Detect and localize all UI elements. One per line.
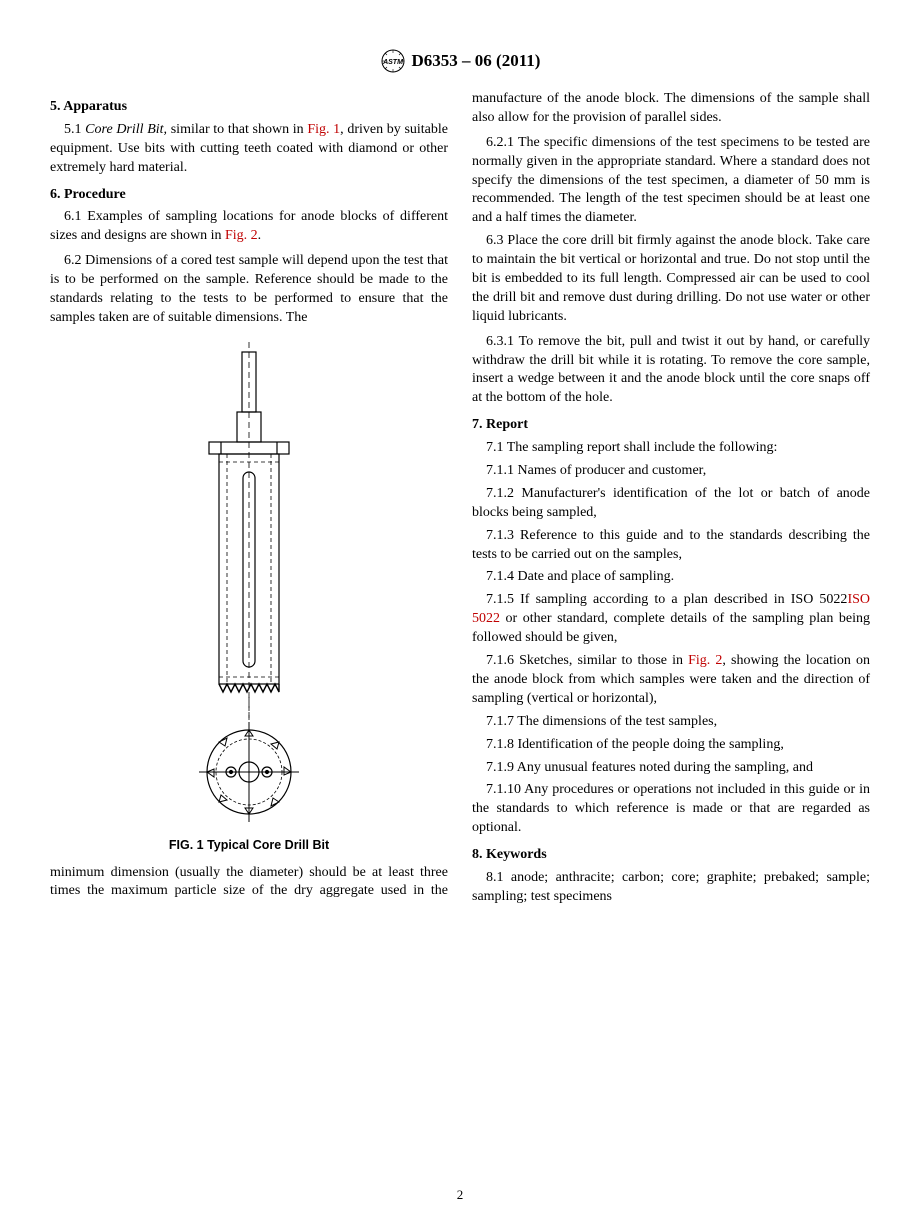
section-8-heading: 8. Keywords (472, 846, 870, 865)
para-7-1-3: 7.1.3 Reference to this guide and to the… (472, 527, 870, 565)
document-id: D6353 – 06 (2011) (412, 50, 541, 73)
para-7-1: 7.1 The sampling report shall include th… (472, 439, 870, 458)
fig-2-ref-a[interactable]: Fig. 2 (225, 228, 258, 243)
para-6-3-1: 6.3.1 To remove the bit, pull and twist … (472, 333, 870, 409)
para-6-1: 6.1 Examples of sampling locations for a… (50, 208, 448, 246)
section-6-heading: 6. Procedure (50, 186, 448, 205)
para-5-1-a: similar to that shown in (167, 122, 307, 137)
page-number: 2 (0, 1186, 920, 1204)
fig-1-ref[interactable]: Fig. 1 (307, 122, 340, 137)
figure-1: FIG. 1 Typical Core Drill Bit (50, 342, 448, 854)
figure-1-caption: FIG. 1 Typical Core Drill Bit (50, 837, 448, 854)
para-5-1-italic: Core Drill Bit, (85, 122, 167, 137)
core-drill-bit-diagram (149, 342, 349, 822)
para-7-1-4: 7.1.4 Date and place of sampling. (472, 568, 870, 587)
para-7-1-9: 7.1.9 Any unusual features noted during … (472, 759, 870, 778)
para-7-1-2: 7.1.2 Manufacturer's identification of t… (472, 485, 870, 523)
para-7-1-10: 7.1.10 Any procedures or operations not … (472, 781, 870, 838)
para-7-1-7: 7.1.7 The dimensions of the test samples… (472, 713, 870, 732)
document-header: ASTM D6353 – 06 (2011) (50, 48, 870, 74)
para-6-2-1: 6.2.1 The specific dimensions of the tes… (472, 134, 870, 228)
content-columns: 5. Apparatus 5.1 Core Drill Bit, similar… (50, 90, 870, 920)
section-7-heading: 7. Report (472, 416, 870, 435)
para-7-1-5-b: or other standard, complete details of t… (472, 611, 870, 645)
para-7-1-6-a: 7.1.6 Sketches, similar to those in (486, 653, 688, 668)
astm-logo-icon: ASTM (380, 48, 406, 74)
para-6-3: 6.3 Place the core drill bit firmly agai… (472, 232, 870, 326)
fig-2-ref-b[interactable]: Fig. 2 (688, 653, 722, 668)
section-5-heading: 5. Apparatus (50, 98, 448, 117)
para-6-1-b: . (258, 228, 262, 243)
para-8-1: 8.1 anode; anthracite; carbon; core; gra… (472, 869, 870, 907)
para-7-1-5: 7.1.5 If sampling according to a plan de… (472, 591, 870, 648)
para-5-1-lead: 5.1 (64, 122, 85, 137)
para-7-1-1: 7.1.1 Names of producer and customer, (472, 462, 870, 481)
para-6-2: 6.2 Dimensions of a cored test sample wi… (50, 252, 448, 328)
para-7-1-5-a: 7.1.5 If sampling according to a plan de… (486, 592, 847, 607)
para-7-1-6: 7.1.6 Sketches, similar to those in Fig.… (472, 652, 870, 709)
para-5-1: 5.1 Core Drill Bit, similar to that show… (50, 121, 448, 178)
svg-text:ASTM: ASTM (382, 59, 403, 66)
para-7-1-8: 7.1.8 Identification of the people doing… (472, 736, 870, 755)
